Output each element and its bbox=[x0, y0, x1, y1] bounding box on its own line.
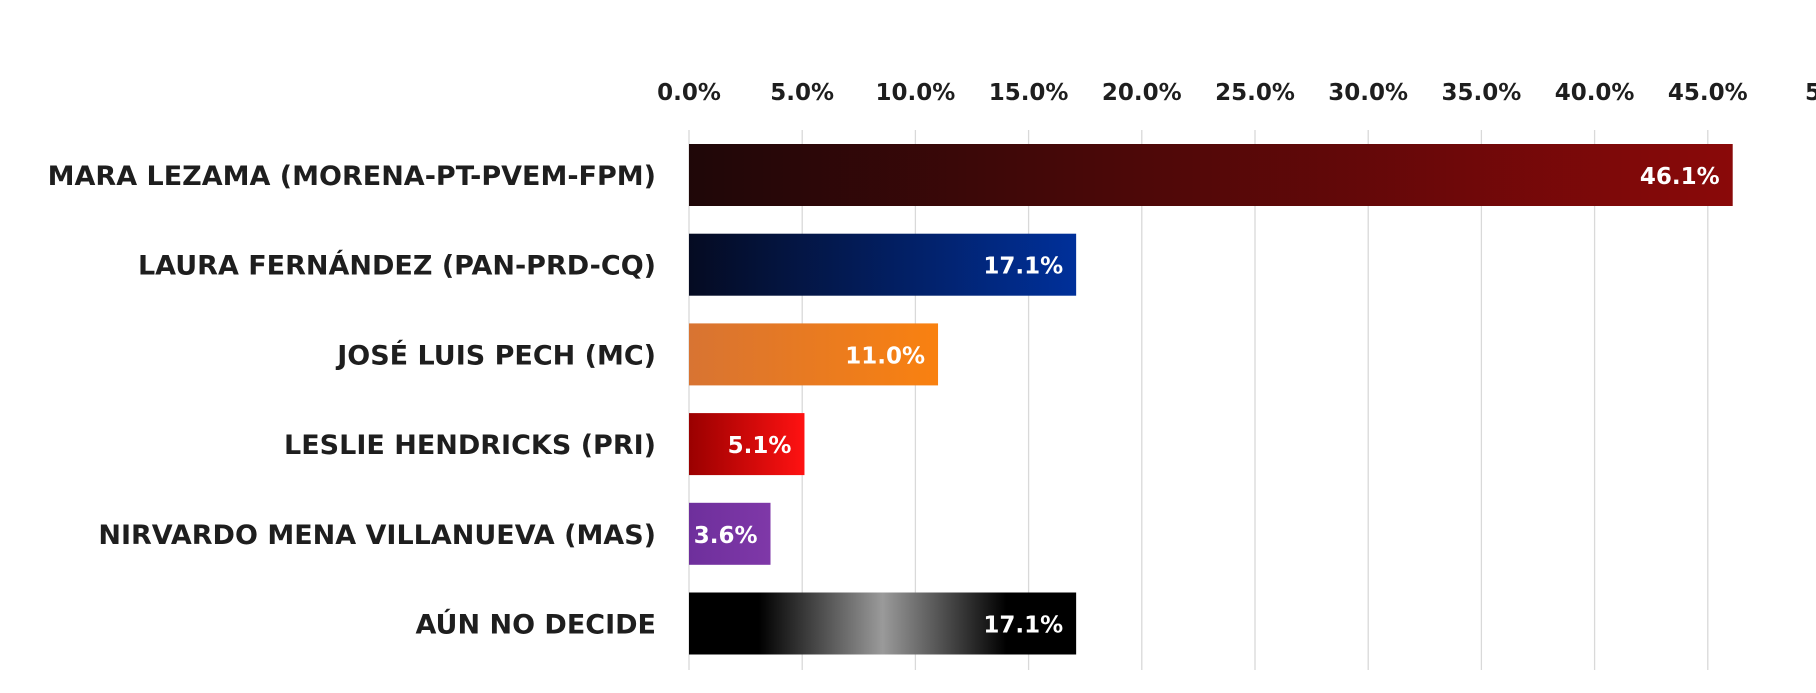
value-label: 11.0% bbox=[845, 343, 925, 369]
bar bbox=[689, 592, 1077, 655]
bar bbox=[689, 413, 805, 476]
x-tick-label: 20.0% bbox=[1102, 80, 1182, 106]
x-axis-ticks: 0.0% 5.0% 10.0% 15.0% 20.0% 25.0% 30.0% 35.0% 40… bbox=[657, 80, 1816, 106]
value-label: 46.1% bbox=[1640, 164, 1720, 190]
x-tick-label: 50 bbox=[1805, 80, 1816, 106]
x-tick-label: 45.0% bbox=[1668, 80, 1748, 106]
x-tick-label: 30.0% bbox=[1328, 80, 1408, 106]
x-tick-label: 10.0% bbox=[876, 80, 956, 106]
x-tick-label: 15.0% bbox=[989, 80, 1069, 106]
value-label: 17.1% bbox=[983, 613, 1063, 639]
x-tick-label: 25.0% bbox=[1215, 80, 1295, 106]
category-label: LESLIE HENDRICKS (PRI) bbox=[284, 430, 656, 461]
x-tick-label: 0.0% bbox=[657, 80, 721, 106]
x-tick-label: 40.0% bbox=[1555, 80, 1635, 106]
bars bbox=[689, 144, 1733, 655]
x-tick-label: 35.0% bbox=[1442, 80, 1522, 106]
bar bbox=[689, 323, 939, 386]
gridlines bbox=[688, 130, 1709, 670]
x-tick-label: 5.0% bbox=[770, 80, 834, 106]
category-label: AÚN NO DECIDE bbox=[415, 609, 656, 641]
bar bbox=[689, 144, 1733, 206]
value-labels: 46.1% 17.1% 11.0% 5.1% 3.6% 17.1% bbox=[694, 164, 1720, 639]
category-label: MARA LEZAMA (MORENA-PT-PVEM-FPM) bbox=[48, 161, 656, 192]
bar bbox=[689, 233, 1077, 296]
category-label: NIRVARDO MENA VILLANUEVA (MAS) bbox=[98, 520, 656, 551]
category-label: JOSÉ LUIS PECH (MC) bbox=[335, 339, 656, 371]
value-label: 17.1% bbox=[983, 254, 1063, 280]
category-label: LAURA FERNÁNDEZ (PAN-PRD-CQ) bbox=[138, 250, 656, 282]
value-label: 5.1% bbox=[728, 433, 792, 459]
bar bbox=[689, 502, 771, 565]
value-label: 3.6% bbox=[694, 523, 758, 549]
category-labels: MARA LEZAMA (MORENA-PT-PVEM-FPM) LAURA FE… bbox=[48, 161, 656, 641]
